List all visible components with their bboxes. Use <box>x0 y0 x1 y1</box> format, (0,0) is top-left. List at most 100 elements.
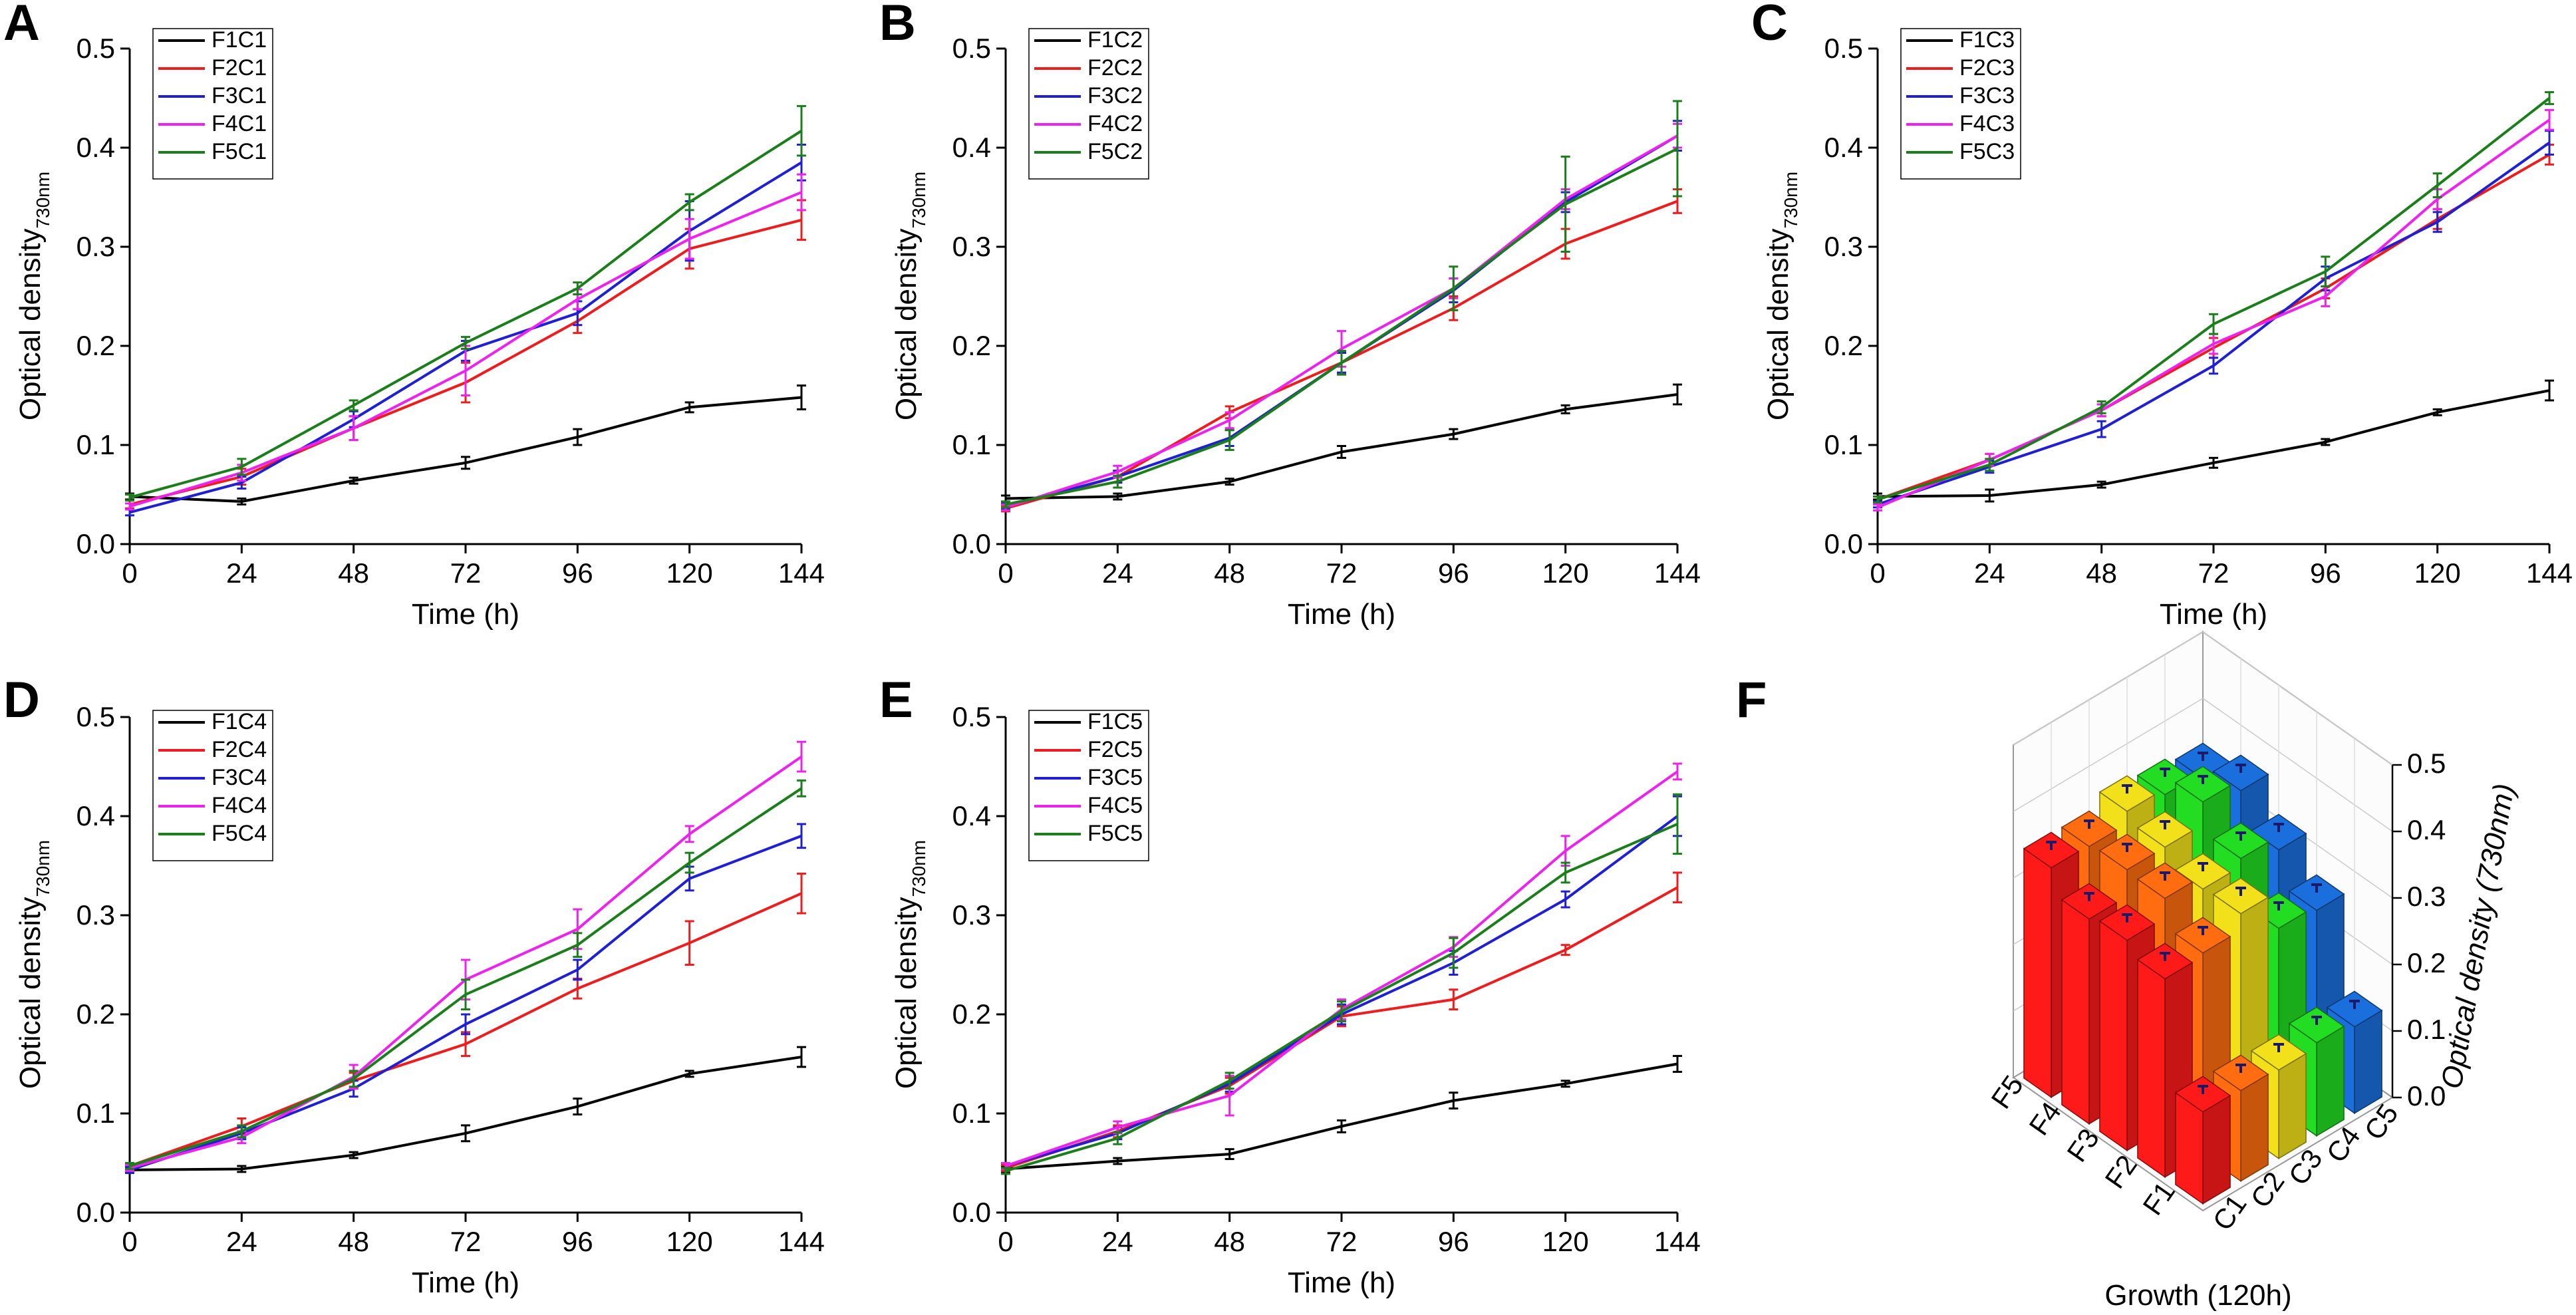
legend-label: F4C4 <box>212 793 267 818</box>
x-axis-title: Time (h) <box>412 598 519 631</box>
x-tick-label: 72 <box>1326 557 1358 589</box>
y-axis-title-main: Optical density <box>14 229 47 421</box>
x-tick-label: 72 <box>2198 557 2229 589</box>
legend-label: F5C5 <box>1087 821 1143 846</box>
x-tick-label: 72 <box>1326 1226 1358 1257</box>
y-tick-label: 0.0 <box>952 1197 991 1228</box>
x-tick-label: 48 <box>338 557 369 589</box>
x-tick-label: 48 <box>1214 557 1245 589</box>
series-f5c4 <box>125 779 806 1170</box>
y-axis-title-subscript: 730nm <box>33 840 53 897</box>
legend-label: F5C1 <box>212 139 267 164</box>
panel-e: E 0 24 48 72 96 120 144 0.0 0.1 0.2 0.3 0.4 0.5 Time… <box>879 672 1701 1299</box>
bar-face <box>2316 1025 2345 1137</box>
y-axis-title: Optical density730nm <box>890 840 929 1089</box>
grid-line <box>2202 631 2393 766</box>
chart-title: Growth (120h) <box>2104 1279 2291 1312</box>
legend-label: F2C2 <box>1087 55 1143 80</box>
series-f5c1 <box>125 104 806 502</box>
grid-line <box>2013 631 2204 746</box>
x-tick-label: 0 <box>998 557 1013 589</box>
legend-label: F3C3 <box>1959 83 2015 108</box>
y-tick-label: 0.0 <box>76 528 115 559</box>
y-tick-label: 0.2 <box>76 330 115 361</box>
bar-face <box>2061 899 2090 1125</box>
series-f1c4 <box>125 1046 806 1174</box>
y-tick-label: 0.5 <box>76 701 115 732</box>
series-f5c5 <box>1001 793 1682 1175</box>
y-tick-label: 0.1 <box>76 1097 115 1129</box>
grid-line <box>2013 698 2204 812</box>
legend: F1C4 F2C4 F3C4 F4C4 F5C4 <box>152 709 273 861</box>
z-axis-title: Optical density (730nm) <box>2435 781 2521 1091</box>
x-tick-label: 144 <box>2526 557 2573 589</box>
z-tick-label: 0.1 <box>2407 1014 2446 1045</box>
y-axis-title-main: Optical density <box>890 897 923 1090</box>
x-tick-label: 24 <box>1102 557 1133 589</box>
series-line <box>1005 823 1678 1173</box>
z-tick-label: 0.2 <box>2407 947 2446 978</box>
x-tick-label: 96 <box>1438 557 1469 589</box>
series-f5c2 <box>1001 100 1682 509</box>
bar-face <box>2137 958 2166 1179</box>
legend-label: F4C1 <box>212 111 267 136</box>
panel-c: C 0 24 48 72 96 120 144 0.0 0.1 0.2 0.3 0.4 0.5 Time… <box>1751 0 2573 631</box>
y-axis-title: Optical density730nm <box>1762 172 1801 420</box>
y-tick-label: 0.4 <box>952 132 991 163</box>
legend-label: F5C3 <box>1959 139 2015 164</box>
x-tick-label: 0 <box>122 1226 137 1257</box>
x-tick-label: 96 <box>1438 1226 1469 1257</box>
panel-letter: C <box>1751 0 1788 51</box>
legend-label: F3C1 <box>212 83 267 108</box>
panel-b: B 0 24 48 72 96 120 144 0.0 0.1 0.2 0.3 0.4 0.5 Time… <box>879 0 1701 631</box>
y-tick-label: 0.2 <box>1824 330 1863 361</box>
x-tick-label: 144 <box>1654 557 1701 589</box>
legend-label: F3C5 <box>1087 765 1143 790</box>
y-tick-label: 0.5 <box>1824 33 1863 64</box>
legend-label: F4C2 <box>1087 111 1143 136</box>
y-axis-title: Optical density730nm <box>14 840 53 1089</box>
panel-letter: E <box>879 672 913 728</box>
y-axis-title: Optical density730nm <box>14 172 53 420</box>
x-tick-label: 48 <box>2086 557 2117 589</box>
y-axis-title-subscript: 730nm <box>909 840 929 897</box>
x-tick-label: 72 <box>450 1226 482 1257</box>
x-axis-title: Time (h) <box>412 1266 519 1299</box>
x-tick-label: 120 <box>2414 557 2461 589</box>
bar-face <box>2023 847 2052 1099</box>
y-tick-label: 0.2 <box>76 998 115 1030</box>
y-tick-label: 0.1 <box>1824 429 1863 460</box>
x-tick-label: 24 <box>226 1226 257 1257</box>
legend-label: F2C4 <box>212 737 267 762</box>
z-tick-label: 0.3 <box>2407 881 2446 912</box>
x-tick-label: 0 <box>998 1226 1013 1257</box>
x-axis-title: Time (h) <box>1288 598 1395 631</box>
legend-label: F1C3 <box>1959 27 2015 53</box>
legend-label: F2C1 <box>212 55 267 80</box>
y-tick-label: 0.3 <box>952 231 991 262</box>
legend-label: F4C3 <box>1959 111 2015 136</box>
y-tick-label: 0.2 <box>952 998 991 1030</box>
x-tick-label: 144 <box>778 557 825 589</box>
bar-face <box>2240 1073 2269 1182</box>
x-tick-label: 120 <box>666 1226 713 1257</box>
x-tick-label: 48 <box>1214 1226 1245 1257</box>
legend-label: F5C4 <box>212 821 267 846</box>
series-line <box>1005 1062 1678 1171</box>
y-axis-title-main: Optical density <box>890 229 923 421</box>
y-tick-label: 0.3 <box>1824 231 1863 262</box>
bar-face <box>2202 1094 2231 1205</box>
y-axis-title-main: Optical density <box>14 897 47 1090</box>
y-tick-label: 0.3 <box>952 899 991 931</box>
x-tick-label: 72 <box>450 557 482 589</box>
z-tick-label: 0.4 <box>2407 814 2446 845</box>
series-line <box>129 129 803 499</box>
x-tick-label: 0 <box>1870 557 1885 589</box>
y-axis-title-main: Optical density <box>1762 229 1794 421</box>
legend-label: F1C1 <box>212 27 267 53</box>
z-tick-label: 0.5 <box>2407 748 2446 779</box>
series-line <box>1877 389 2550 498</box>
